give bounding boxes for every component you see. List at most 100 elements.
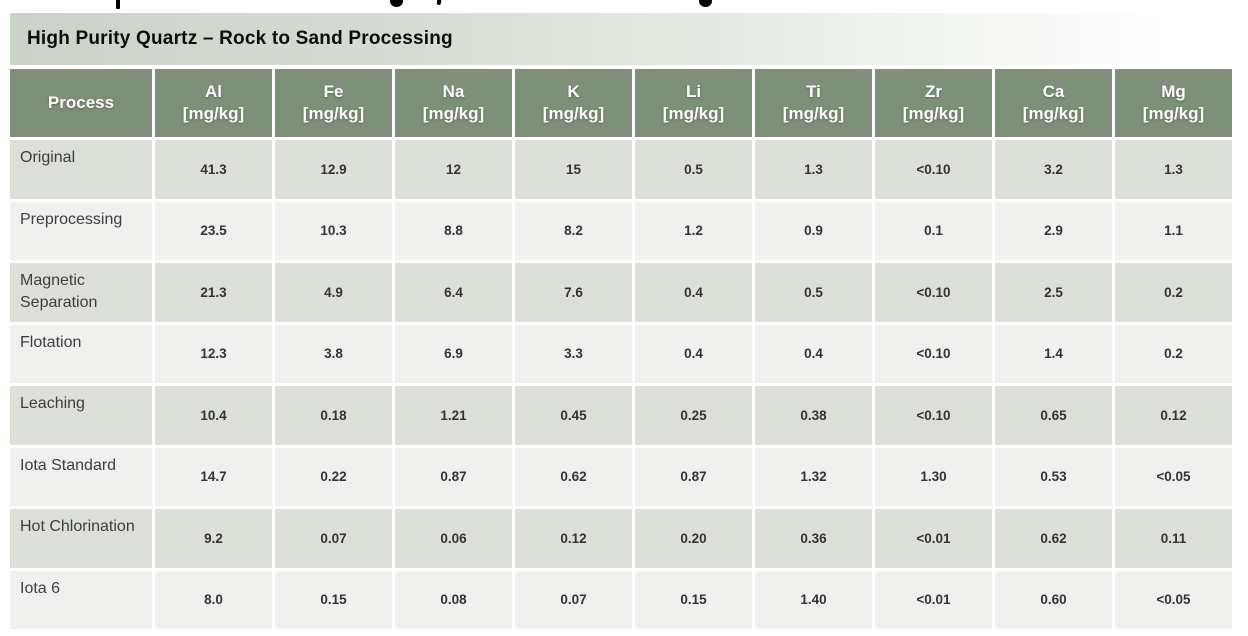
value-cell-na-row-4: 1.21 [395,386,512,445]
value-cell-k-row-2: 7.6 [515,263,632,322]
value-cell-zr-row-0: <0.10 [875,140,992,199]
value-cell-ti-row-3: 0.4 [755,324,872,383]
column-header-fe: Fe [mg/kg] [275,69,392,137]
value-cell-k-row-7: 0.07 [515,570,632,629]
value-cell-li-row-6: 0.20 [635,509,752,568]
column-label: Ti [806,81,821,101]
column-header-al: Al [mg/kg] [155,69,272,137]
value-cell-ti-row-2: 0.5 [755,263,872,322]
value-cell-na-row-5: 0.87 [395,447,512,506]
process-cell: Leaching [10,386,152,445]
value-cell-li-row-4: 0.25 [635,386,752,445]
value-cell-al-row-2: 21.3 [155,263,272,322]
quartz-processing-table: High Purity Quartz – Rock to Sand Proces… [10,13,1232,629]
value-cell-zr-row-1: 0.1 [875,201,992,260]
value-cell-li-row-1: 1.2 [635,201,752,260]
column-header-zr: Zr [mg/kg] [875,69,992,137]
data-table: Process Al [mg/kg] Fe [mg/kg] Na [mg/kg] K [mg/k… [10,69,1232,629]
value-cell-fe-row-0: 12.9 [275,140,392,199]
column-unit: [mg/kg] [1142,104,1205,123]
value-cell-ti-row-4: 0.38 [755,386,872,445]
value-cell-zr-row-3: <0.10 [875,324,992,383]
value-cell-mg-row-1: 1.1 [1115,201,1232,260]
column-label: Process [47,92,115,112]
column-label: Mg [1161,81,1186,101]
value-cell-ti-row-7: 1.40 [755,570,872,629]
column-header-ti: Ti [mg/kg] [755,69,872,137]
value-cell-al-row-7: 8.0 [155,570,272,629]
value-cell-mg-row-2: 0.2 [1115,263,1232,322]
value-cell-mg-row-3: 0.2 [1115,324,1232,383]
column-unit: [mg/kg] [302,104,365,123]
process-cell: Flotation [10,324,152,383]
value-cell-k-row-6: 0.12 [515,509,632,568]
column-label: K [567,81,580,101]
value-cell-ti-row-6: 0.36 [755,509,872,568]
value-cell-ti-row-0: 1.3 [755,140,872,199]
value-cell-ca-row-7: 0.60 [995,570,1112,629]
value-cell-k-row-1: 8.2 [515,201,632,260]
value-cell-ca-row-0: 3.2 [995,140,1112,199]
value-cell-mg-row-5: <0.05 [1115,447,1232,506]
process-cell: Iota Standard [10,447,152,506]
cropped-text-fragment [390,0,403,7]
value-cell-al-row-3: 12.3 [155,324,272,383]
table-title: High Purity Quartz – Rock to Sand Proces… [10,13,1232,65]
cropped-text-fragment [699,0,712,7]
value-cell-zr-row-2: <0.10 [875,263,992,322]
value-cell-fe-row-4: 0.18 [275,386,392,445]
column-label: Na [442,81,465,101]
column-header-mg: Mg [mg/kg] [1115,69,1232,137]
column-header-process: Process [10,69,152,137]
value-cell-li-row-0: 0.5 [635,140,752,199]
value-cell-na-row-7: 0.08 [395,570,512,629]
value-cell-fe-row-3: 3.8 [275,324,392,383]
value-cell-fe-row-1: 10.3 [275,201,392,260]
column-unit: [mg/kg] [1022,104,1085,123]
value-cell-zr-row-5: 1.30 [875,447,992,506]
process-cell: Iota 6 [10,570,152,629]
column-label: Fe [323,81,344,101]
value-cell-mg-row-0: 1.3 [1115,140,1232,199]
value-cell-na-row-3: 6.9 [395,324,512,383]
column-label: Li [685,81,702,101]
value-cell-al-row-0: 41.3 [155,140,272,199]
value-cell-ti-row-5: 1.32 [755,447,872,506]
value-cell-ti-row-1: 0.9 [755,201,872,260]
value-cell-na-row-2: 6.4 [395,263,512,322]
value-cell-zr-row-7: <0.01 [875,570,992,629]
value-cell-li-row-3: 0.4 [635,324,752,383]
value-cell-fe-row-5: 0.22 [275,447,392,506]
value-cell-li-row-5: 0.87 [635,447,752,506]
value-cell-na-row-6: 0.06 [395,509,512,568]
process-cell: Preprocessing [10,201,152,260]
column-header-li: Li [mg/kg] [635,69,752,137]
value-cell-fe-row-7: 0.15 [275,570,392,629]
value-cell-al-row-4: 10.4 [155,386,272,445]
value-cell-al-row-6: 9.2 [155,509,272,568]
process-cell: Original [10,140,152,199]
value-cell-ca-row-1: 2.9 [995,201,1112,260]
value-cell-mg-row-6: 0.11 [1115,509,1232,568]
value-cell-ca-row-4: 0.65 [995,386,1112,445]
value-cell-mg-row-7: <0.05 [1115,570,1232,629]
value-cell-ca-row-5: 0.53 [995,447,1112,506]
column-header-k: K [mg/kg] [515,69,632,137]
value-cell-ca-row-3: 1.4 [995,324,1112,383]
value-cell-ca-row-2: 2.5 [995,263,1112,322]
column-label: Al [205,81,222,101]
process-cell: Magnetic Separation [10,263,152,322]
column-unit: [mg/kg] [542,104,605,123]
process-cell: Hot Chlorination [10,509,152,568]
column-header-na: Na [mg/kg] [395,69,512,137]
value-cell-al-row-1: 23.5 [155,201,272,260]
column-unit: [mg/kg] [902,104,965,123]
value-cell-fe-row-6: 0.07 [275,509,392,568]
cropped-text-fragment [436,0,442,6]
value-cell-fe-row-2: 4.9 [275,263,392,322]
value-cell-k-row-3: 3.3 [515,324,632,383]
column-header-ca: Ca [mg/kg] [995,69,1112,137]
value-cell-k-row-5: 0.62 [515,447,632,506]
value-cell-na-row-0: 12 [395,140,512,199]
value-cell-mg-row-4: 0.12 [1115,386,1232,445]
